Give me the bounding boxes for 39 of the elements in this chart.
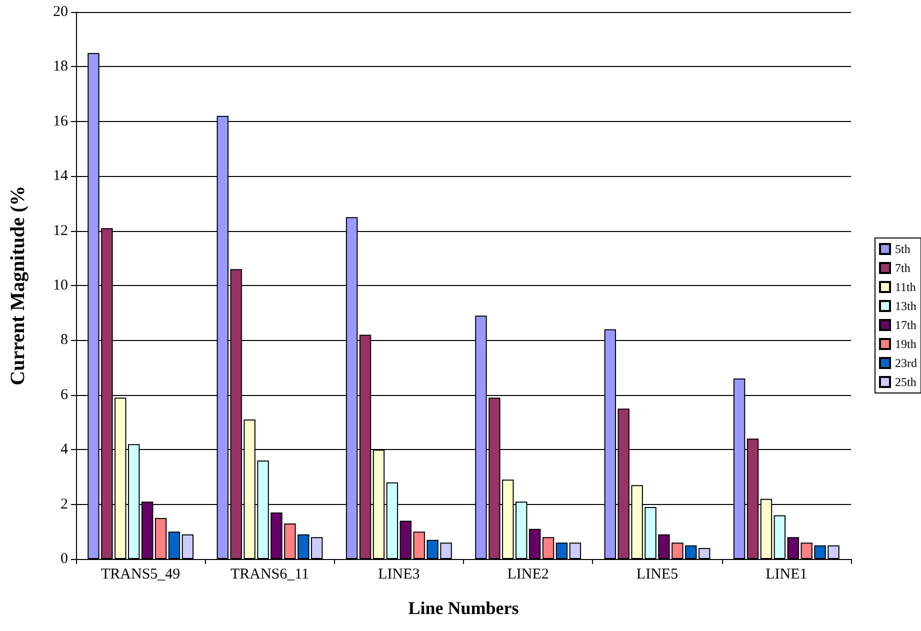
y-tick-label: 0 (60, 551, 68, 567)
bar (698, 548, 710, 559)
y-axis-title: Current Magnitude (% (7, 186, 29, 386)
x-tick-label: LINE2 (507, 566, 549, 582)
bar (774, 515, 786, 559)
legend-label: 11th (895, 280, 916, 294)
y-tick-label: 14 (53, 168, 68, 184)
y-tick-label: 10 (53, 278, 68, 294)
bar (528, 528, 541, 559)
y-tick-label: 12 (53, 222, 68, 239)
bar (787, 537, 799, 559)
bar (182, 534, 194, 559)
y-tick-label: 18 (53, 58, 68, 75)
x-tick-label: LINE1 (766, 566, 808, 582)
y-tick-label: 16 (53, 113, 68, 130)
x-tick-label: LINE3 (378, 566, 420, 582)
x-axis-title: Line Numbers (408, 598, 519, 618)
legend-label: 17th (895, 318, 916, 332)
legend-label: 19th (895, 337, 916, 351)
legend-label: 25th (895, 375, 916, 389)
legend-label: 23rd (895, 356, 918, 370)
bar (542, 537, 554, 559)
y-tick-label: 6 (60, 386, 68, 403)
bar (556, 542, 568, 559)
bar (154, 518, 167, 559)
x-tick-label: TRANS5_49 (100, 566, 180, 582)
legend-label: 13th (895, 299, 916, 313)
y-tick-label: 4 (60, 442, 68, 458)
bar (311, 537, 323, 559)
bar (168, 532, 180, 559)
y-tick-label: 2 (60, 496, 68, 512)
bar (400, 520, 412, 559)
legend-label: 7th (895, 261, 910, 275)
x-tick-label: TRANS6_11 (230, 566, 310, 582)
bar (569, 542, 582, 559)
x-tick-label: LINE5 (636, 566, 678, 582)
y-tick-label: 8 (60, 332, 68, 348)
y-tick-label: 20 (53, 4, 68, 20)
legend-label: 5th (895, 242, 910, 256)
